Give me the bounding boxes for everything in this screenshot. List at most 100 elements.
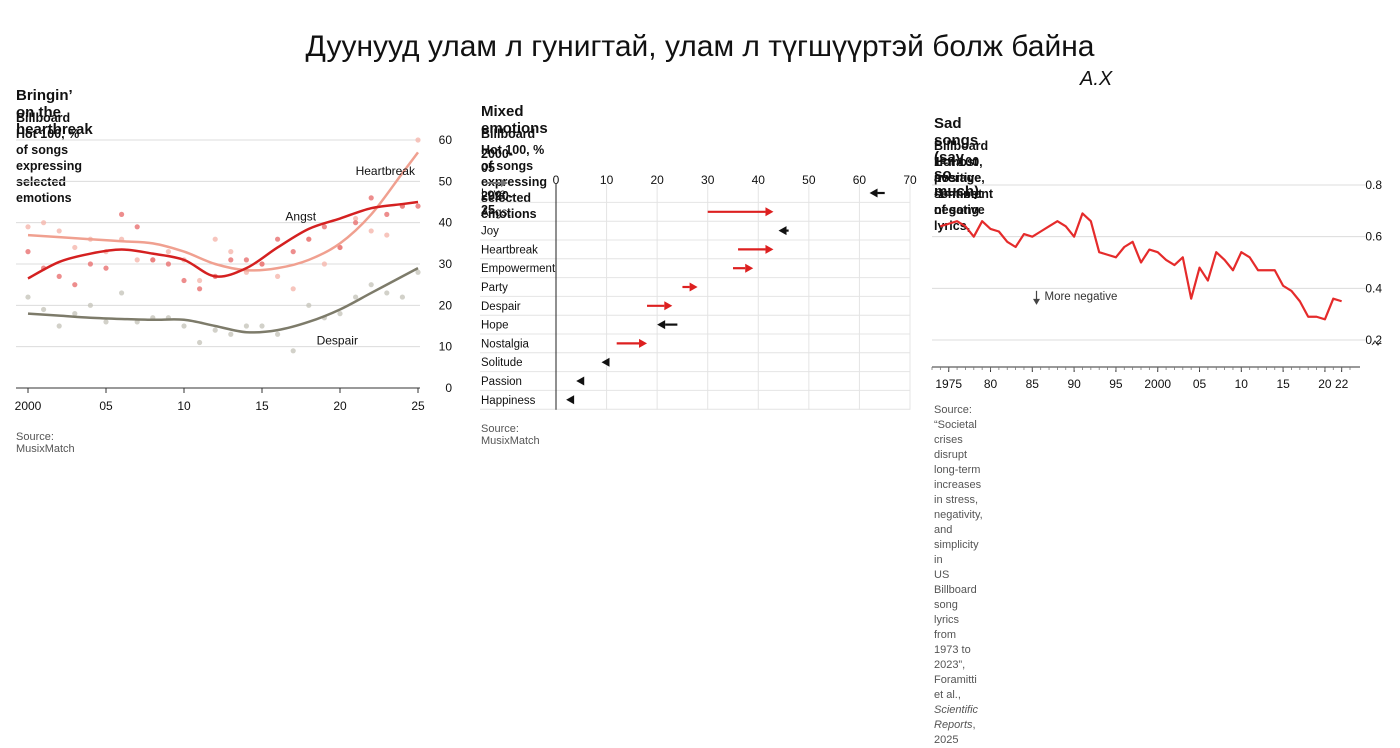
chart1-point-angst [103, 265, 109, 271]
chart3-source-line1: Source: “Societal crises disrupt long-te… [934, 404, 983, 566]
chart1-point-angst [337, 244, 343, 251]
chart1-point-heartbreak [212, 236, 218, 242]
chart1-y-tick: 50 [439, 174, 453, 188]
chart3-x-tick: 80 [984, 377, 998, 391]
chart2-category-label: Party [481, 282, 508, 294]
chart1-x-tick: 2000 [15, 399, 42, 413]
chart1-point-angst [150, 257, 156, 263]
chart2-legend: 2000-05 2020-25 [481, 147, 513, 217]
chart2-arrow-head [566, 395, 575, 405]
chart1-line-despair [27, 267, 419, 334]
chart1-point-angst [197, 286, 203, 292]
chart3-x-tick: 95 [1109, 377, 1123, 391]
chart1-point-angst [87, 261, 93, 267]
chart1-point-angst [134, 224, 140, 230]
chart2-arrow-head [664, 301, 673, 311]
chart3-y-tick: 0.8 [1365, 178, 1382, 192]
chart1-point-angst [384, 211, 390, 217]
chart3-annotation-arrowhead [1033, 298, 1040, 305]
chart2-arrow-head [765, 207, 774, 217]
chart2-category-label: Passion [481, 376, 522, 388]
chart3-source-line2: US Billboard song lyrics from 1973 to 20… [934, 568, 983, 748]
chart1-point-despair [197, 339, 203, 346]
chart1-y-tick: 20 [439, 298, 453, 312]
chart1-point-despair [259, 323, 265, 329]
chart1-point-despair [353, 294, 359, 300]
chart1-point-despair [87, 302, 93, 308]
chart1-x-tick: 25 [411, 399, 425, 413]
chart3-y-tick: 0.6 [1365, 230, 1382, 244]
chart1-y-tick: 40 [439, 216, 453, 230]
chart2-arrow-head [778, 226, 787, 236]
chart3-title: Sad songs (say so much) [934, 115, 979, 200]
chart1-point-angst [368, 195, 374, 201]
chart1-x-tick: 20 [333, 399, 347, 413]
chart1-point-angst [306, 236, 312, 242]
chart1-point-angst [119, 211, 125, 217]
chart1-label-despair: Despair [317, 334, 358, 348]
legend-from: 2000-05 [481, 147, 513, 175]
chart2-category-label: Empowerment [481, 263, 556, 275]
author-label: A.X [1080, 68, 1113, 90]
chart1-point-despair [415, 269, 421, 275]
chart1-point-despair [181, 323, 187, 329]
chart2-x-tick: 50 [802, 173, 816, 187]
chart3-annotation: More negative [1045, 291, 1118, 303]
chart3-source: Source: “Societal crises disrupt long-te… [934, 403, 983, 748]
chart3-x-tick: 2000 [1144, 377, 1171, 391]
chart3-x-tick: 20 [1318, 377, 1332, 391]
chart1-label-heartbreak: Heartbreak [356, 164, 416, 178]
chart1-point-heartbreak [368, 228, 374, 234]
legend-to: 2020-25 [481, 189, 513, 217]
chart1-point-angst [25, 249, 31, 255]
chart2-category-label: Love [481, 188, 506, 200]
chart1-point-despair [103, 319, 109, 325]
chart3-sentiment-line [940, 212, 1342, 321]
chart3-plot: 0.2 0.4 0.6 0.8 1975 80 85 90 95 2000 05 10 15 20 22 Mo… [931, 178, 1382, 391]
chart2-category-label: Despair [481, 301, 521, 313]
chart1-point-despair [384, 290, 390, 296]
chart2-source: Source: MusixMatch [481, 423, 540, 447]
chart2-category-label: Joy [481, 226, 499, 238]
chart2-arrow-head [689, 282, 698, 292]
chart1-point-despair [119, 290, 125, 296]
chart2-plot: 0 10 20 30 40 50 60 70 Love Angst Joy Heartbreak Emp… [480, 173, 917, 410]
chart1-line-angst [27, 200, 419, 280]
chart2-x-tick: 60 [853, 173, 867, 187]
chart1-point-heartbreak [353, 215, 359, 222]
chart2-arrow-head [765, 244, 774, 254]
chart1-subtitle: Billboard Hot 100, % of songs expressing… [16, 111, 83, 205]
chart3-x-tick: 90 [1067, 377, 1081, 391]
chart3-x-tick: 22 [1335, 377, 1349, 391]
chart1-point-despair [56, 323, 62, 329]
chart1-point-despair [72, 311, 78, 317]
chart3-subtitle2: 1=most positive, -1=most negative [934, 155, 985, 217]
page-title: Дуунууд улам л гунигтай, улам л түгшүүрт… [305, 30, 1095, 63]
chart2-subtitle: Billboard Hot 100, % of songs expressing… [481, 127, 548, 221]
chart2-arrow-head [601, 357, 610, 367]
chart1-point-heartbreak [321, 261, 327, 267]
chart1-point-heartbreak [41, 220, 47, 226]
chart1-point-despair [243, 323, 249, 329]
chart2-arrow-head [745, 263, 754, 273]
chart1-point-heartbreak [165, 249, 171, 255]
chart1-x-tick: 10 [177, 399, 191, 413]
chart2-category-label: Angst [481, 207, 511, 219]
chart2-category-label: Nostalgia [481, 338, 530, 350]
chart2-x-tick: 10 [600, 173, 614, 187]
chart1-point-heartbreak [290, 286, 296, 292]
chart1-point-heartbreak [25, 224, 31, 230]
chart1-point-despair [275, 331, 281, 337]
chart1-line-heartbreak [27, 151, 419, 272]
chart2-title: Mixed emotions [481, 103, 548, 137]
chart1-point-angst [259, 261, 265, 267]
chart1-point-heartbreak [72, 244, 78, 251]
chart1-point-despair [368, 282, 374, 288]
chart1-point-despair [25, 294, 31, 300]
chart1-point-heartbreak [228, 249, 234, 255]
chart1-point-angst [353, 220, 359, 226]
chart2-category-label: Solitude [481, 357, 523, 369]
chart2-x-tick: 0 [553, 173, 560, 187]
chart2-arrow-head [639, 338, 648, 348]
chart3-x-tick: 1975 [935, 377, 962, 391]
